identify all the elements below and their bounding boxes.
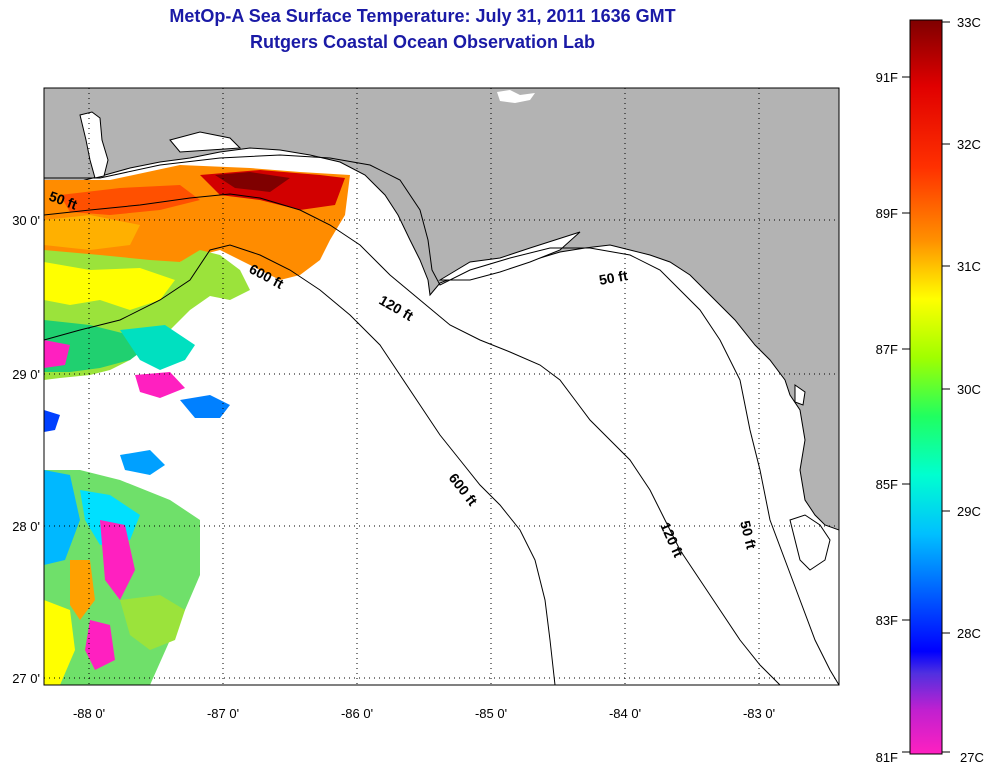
celsius-label: 30C: [957, 382, 981, 397]
lat-label: 27 0': [12, 671, 40, 686]
contour-label: 50 ft: [737, 519, 760, 551]
fahrenheit-label: 87F: [876, 342, 898, 357]
lon-label: -85 0': [475, 706, 507, 721]
cedar-key-area: [794, 384, 806, 406]
pensacola-bay: [169, 131, 242, 153]
colorbar-ticks: [902, 21, 950, 753]
tampa-bay: [789, 514, 831, 571]
lake: [497, 90, 535, 103]
colorbar-celsius-labels: 33C 32C 31C 30C 29C 28C 27C: [957, 15, 984, 765]
lat-label: 30 0': [12, 213, 40, 228]
colorbar-fahrenheit-labels: 91F 89F 87F 85F 83F 81F: [876, 70, 898, 765]
lon-label: -83 0': [743, 706, 775, 721]
lon-label: -87 0': [207, 706, 239, 721]
celsius-label: 32C: [957, 137, 981, 152]
map-title: MetOp-A Sea Surface Temperature: July 31…: [169, 6, 676, 26]
lon-label: -88 0': [73, 706, 105, 721]
lat-label: 29 0': [12, 367, 40, 382]
lon-label: -84 0': [609, 706, 641, 721]
celsius-label: 31C: [957, 259, 981, 274]
fahrenheit-label: 89F: [876, 206, 898, 221]
fahrenheit-label: 85F: [876, 477, 898, 492]
fahrenheit-label: 91F: [876, 70, 898, 85]
contour-50ft-west: [44, 154, 840, 686]
sst-data-layer: [44, 165, 350, 685]
colorbar: [909, 19, 943, 755]
bathymetry-contours: [43, 154, 840, 686]
contour-120ft: [43, 193, 781, 686]
celsius-label: 33C: [957, 15, 981, 30]
longitude-labels: -88 0' -87 0' -86 0' -85 0' -84 0' -83 0…: [73, 706, 775, 721]
lon-label: -86 0': [341, 706, 373, 721]
mobile-bay: [79, 111, 109, 179]
map-subtitle: Rutgers Coastal Ocean Observation Lab: [249, 32, 596, 52]
latitude-labels: 30 0' 29 0' 28 0' 27 0': [12, 213, 40, 686]
celsius-label: 28C: [957, 626, 981, 641]
fahrenheit-label: 83F: [876, 613, 898, 628]
celsius-label: 27C: [960, 750, 984, 765]
map-frame: [43, 87, 840, 686]
contour-600ft: [43, 244, 556, 686]
contour-label: 50 ft: [598, 267, 629, 288]
lat-label: 28 0': [12, 519, 40, 534]
fahrenheit-label: 81F: [876, 750, 898, 765]
celsius-label: 29C: [957, 504, 981, 519]
